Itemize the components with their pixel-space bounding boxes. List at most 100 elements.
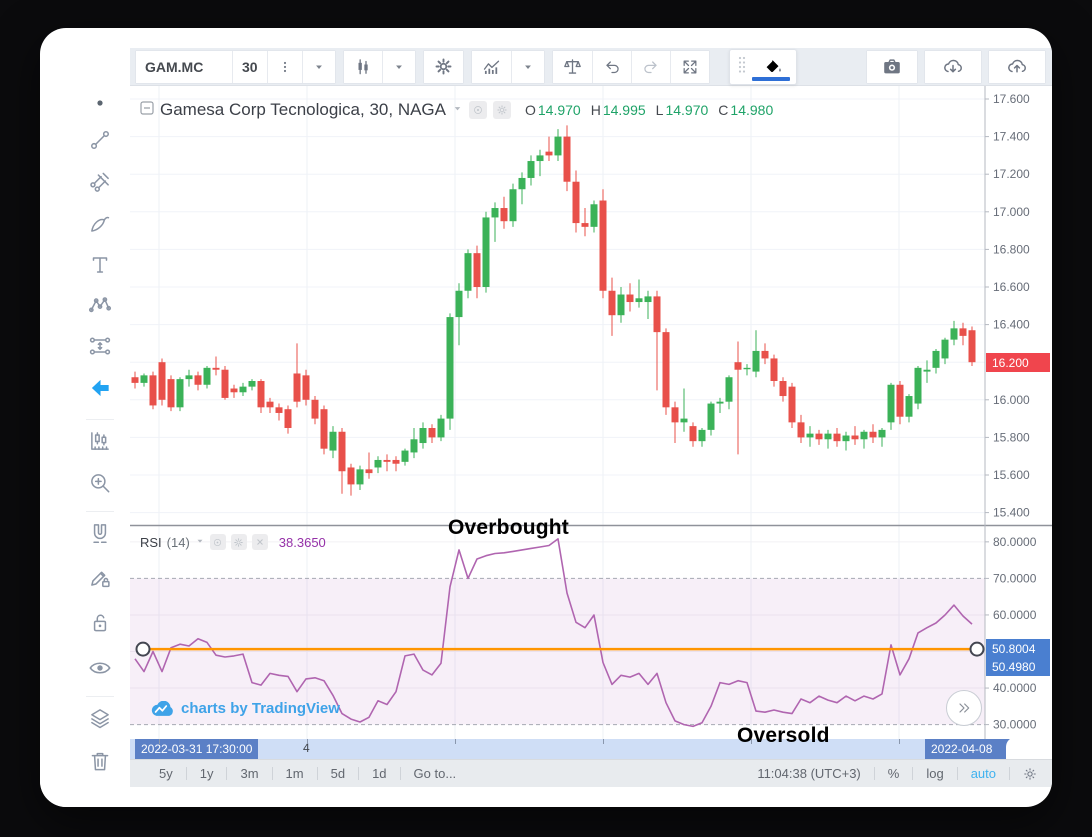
rsi-line-value-badge: 50.4980 [986,657,1050,676]
chart-canvas[interactable]: 17.600 17.400 17.200 17.000 16.800 16.600 16.4… [130,86,1052,740]
kebab-menu-icon[interactable] [267,50,302,83]
axis-settings-gear-icon[interactable] [1010,766,1038,782]
price-tick-label: 17.400 [993,130,1030,144]
price-pane-header: Gamesa Corp Tecnologica, 30, NAGA O 14.97… [140,100,773,120]
fullscreen-icon[interactable] [670,50,709,83]
candle [734,341,742,455]
tool-remove-drawings-trash[interactable] [82,743,118,779]
series-settings-gear-icon[interactable] [493,101,511,119]
cloud-save-icon[interactable] [989,50,1045,83]
tool-arrow-tool[interactable] [82,370,118,406]
price-axis-labels[interactable]: 17.600 17.400 17.200 17.000 16.800 16.600 16.4… [985,92,1037,732]
toolbar-separator [86,419,114,420]
toolbar-separator [86,511,114,512]
source-toggle-icon[interactable] [469,101,487,119]
candle [527,155,535,186]
tool-pattern-tool[interactable] [82,287,118,323]
time-axis[interactable]: 2022-03-31 17:30:00 4 2022-04-08 [130,737,1052,763]
candle [842,431,850,451]
candle [653,290,661,391]
tool-object-tree-layers[interactable] [82,700,118,736]
tool-drawing-mode-lock[interactable] [82,560,118,596]
rsi-label[interactable]: RSI [140,534,162,550]
snapshot-camera-icon[interactable] [867,50,917,83]
fill-background-palette [728,48,797,85]
candle [221,365,229,400]
title-caret-icon[interactable] [452,101,463,119]
indicators-caret-icon[interactable] [511,50,544,83]
redo-icon[interactable] [631,50,670,83]
scroll-right-button[interactable] [946,690,982,726]
candle [410,428,418,459]
range-5d[interactable]: 5d [330,766,346,781]
candle [185,369,193,387]
interval-caret-icon[interactable] [302,50,335,83]
undo-icon[interactable] [592,50,631,83]
fill-background-icon[interactable] [749,55,796,78]
indicators-icon[interactable] [471,50,511,83]
symbol-button[interactable]: GAM.MC [136,50,232,83]
chart-properties-gear-icon[interactable] [423,50,463,83]
auto-scale-toggle[interactable]: auto [970,766,996,781]
rsi-line[interactable] [134,538,973,728]
candle [860,429,868,449]
rsi-pane-header: RSI (14) 38.3650 [140,533,326,551]
candle [482,211,490,293]
rsi-close-icon[interactable] [251,534,268,550]
candle [599,189,607,299]
tool-hide-drawings-eye[interactable] [82,650,118,686]
rsi-caret-icon[interactable] [195,533,205,551]
collapse-pane-icon[interactable] [140,100,154,120]
interval-button[interactable]: 30 [233,50,267,83]
price-tick-label: 15.800 [993,430,1030,444]
range-1y[interactable]: 1y [199,766,214,781]
candle [464,249,472,299]
candle [896,381,904,425]
goto-date-button[interactable]: Go to... [413,766,457,781]
text-icon [92,257,108,273]
candle [815,429,823,445]
tool-measure-tool[interactable] [82,423,118,459]
tool-gann-pitchfork-tool[interactable] [82,163,118,199]
log-scale-toggle[interactable]: log [926,766,944,781]
tradingview-watermark[interactable]: charts by TradingView [150,700,340,717]
line-handle[interactable] [969,641,985,657]
candle [824,429,832,449]
tool-forecast-tool[interactable] [82,328,118,364]
candle [644,290,652,319]
oversold-annotation[interactable]: Oversold [737,724,830,747]
candlestick-style-icon[interactable] [343,50,382,83]
candle [473,245,481,299]
rsi-settings-gear-icon[interactable] [230,534,247,550]
range-1d[interactable]: 1d [372,766,387,781]
rsi-source-toggle-icon[interactable] [209,534,226,550]
line-handle[interactable] [135,641,151,657]
toolbar-right-group [866,49,1046,84]
range-5y[interactable]: 5y [159,766,173,781]
forecast-icon [89,337,111,355]
symbol-title[interactable]: Gamesa Corp Tecnologica, 30, NAGA [160,100,446,119]
drag-handle-icon[interactable] [730,55,750,78]
last-price-badge: 16.200 [986,353,1050,372]
percent-scale-toggle[interactable]: % [887,766,900,781]
overbought-annotation[interactable]: Overbought [448,516,569,539]
candle [941,337,949,365]
tool-zoom-in-tool[interactable] [82,465,118,501]
compare-scales-icon[interactable] [552,50,592,83]
tool-brush-tool[interactable] [82,206,118,242]
candle [446,313,454,430]
range-3m[interactable]: 3m [240,766,259,781]
tool-crosshair-dot[interactable] [82,85,118,121]
candle [788,382,796,428]
tool-magnet-mode[interactable] [82,515,118,551]
tool-text-tool[interactable] [82,247,118,283]
cloud-load-icon[interactable] [925,50,981,83]
fill-color-swatch[interactable] [751,76,790,81]
style-caret-icon[interactable] [382,50,415,83]
range-1m[interactable]: 1m [285,766,304,781]
tool-lock-drawings[interactable] [82,605,118,641]
candle [374,456,382,474]
rsi-band [130,578,985,725]
tool-trend-line-tool[interactable] [82,122,118,158]
candle [554,129,562,162]
